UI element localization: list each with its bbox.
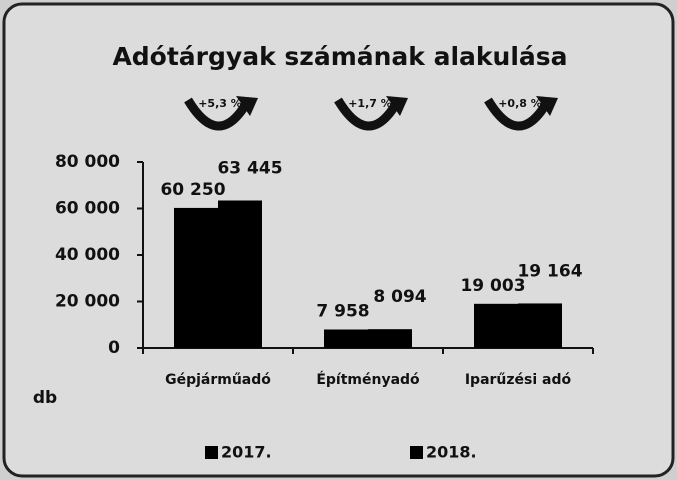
bar [218, 200, 262, 348]
y-tick-label: 40 000 [55, 245, 120, 265]
growth-arrow [334, 97, 400, 131]
growth-annotation: +0,8 % [498, 97, 542, 110]
arrow-head [536, 96, 558, 116]
legend-label: 2018. [426, 443, 477, 462]
chart-title: Adótárgyak számának alakulása [112, 42, 567, 71]
value-label: 63 445 [217, 158, 282, 178]
value-label: 19 003 [460, 276, 525, 296]
bar [518, 303, 562, 348]
bar [474, 303, 518, 348]
arrow-head [386, 96, 408, 116]
x-tick-label: Iparűzési adó [465, 372, 572, 388]
x-tick-label: Építményadó [316, 371, 420, 388]
growth-annotation: +1,7 % [348, 97, 392, 110]
arrow-head [236, 96, 258, 116]
growth-arrow [484, 97, 550, 131]
y-tick-label: 60 000 [55, 199, 120, 219]
value-label: 60 250 [160, 180, 225, 200]
x-tick-label: Gépjárműadó [165, 372, 271, 388]
value-label: 7 958 [316, 301, 369, 321]
bar [368, 329, 412, 348]
value-label: 19 164 [517, 261, 582, 281]
y-tick-label: 20 000 [55, 292, 120, 312]
legend-swatch [205, 446, 218, 459]
value-label: 8 094 [373, 287, 426, 307]
legend-label: 2017. [221, 443, 272, 462]
legend-swatch [410, 446, 423, 459]
y-tick-label: 80 000 [55, 152, 120, 172]
growth-annotation: +5,3 % [198, 97, 242, 110]
y-axis-label: db [33, 388, 57, 408]
bar [324, 329, 368, 348]
growth-arrow [184, 97, 250, 131]
y-tick-label: 0 [108, 338, 120, 358]
bar [174, 207, 218, 348]
